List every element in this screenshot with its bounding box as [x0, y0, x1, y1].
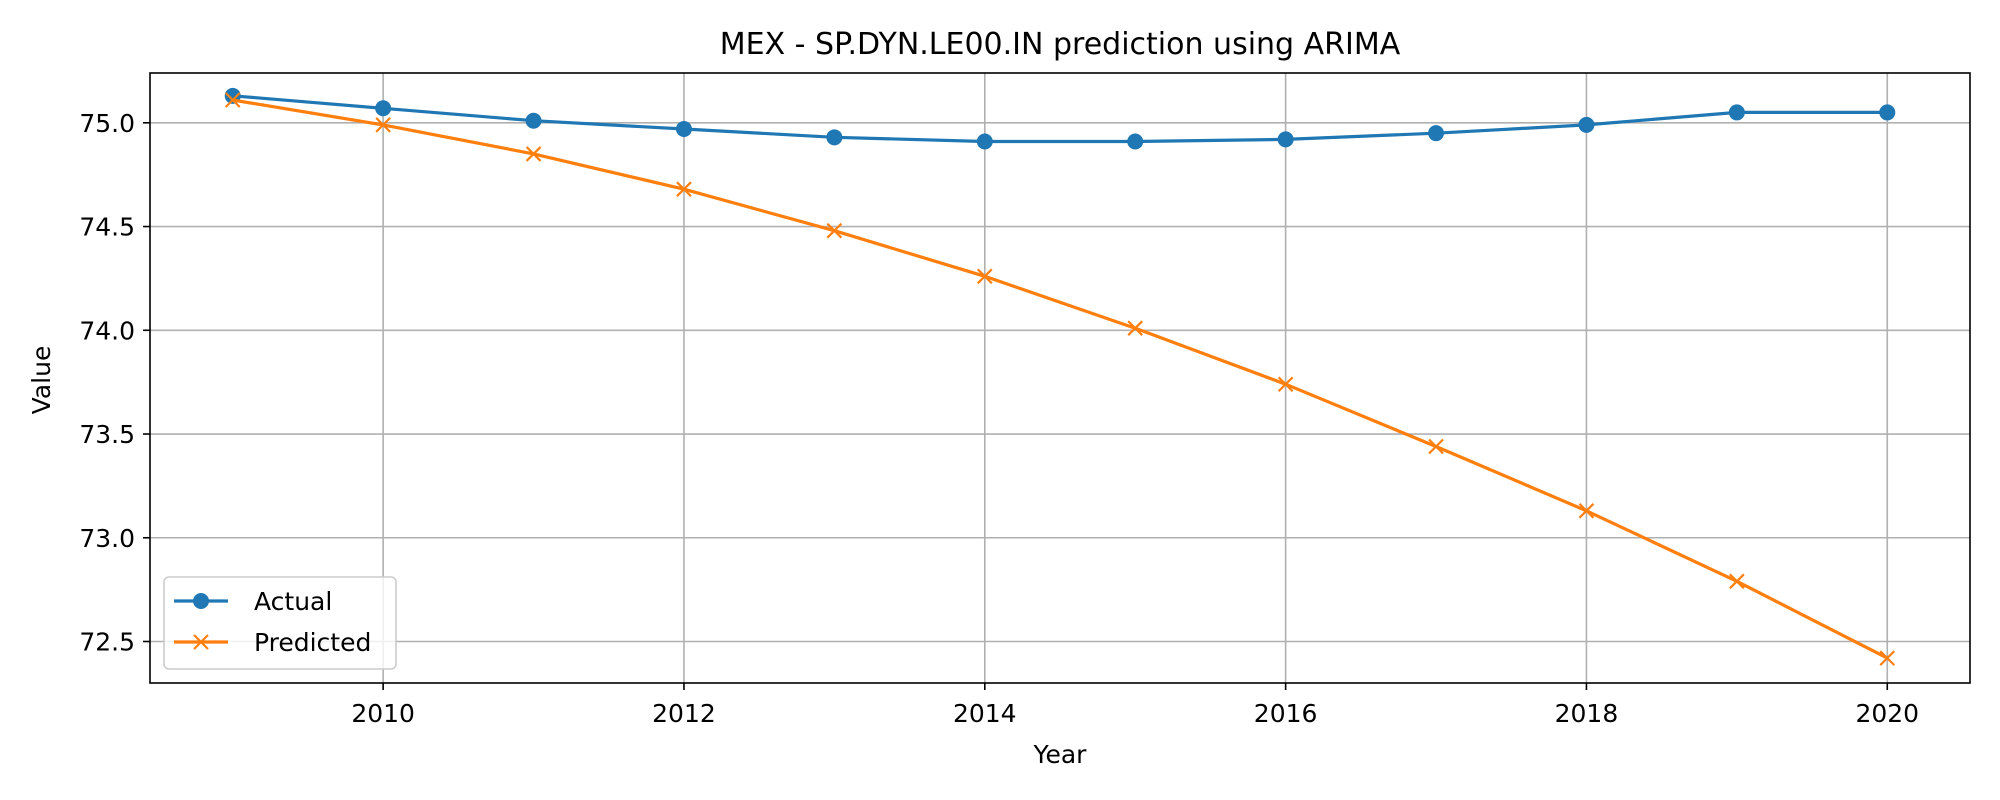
legend-label-actual: Actual [254, 587, 332, 616]
actual-point [826, 129, 843, 146]
actual-point [1578, 116, 1595, 133]
x-axis-label: Year [1033, 740, 1088, 769]
predicted-point [977, 268, 993, 285]
legend-label-predicted: Predicted [254, 628, 371, 657]
series-layer [224, 87, 1896, 666]
actual-point [1277, 131, 1294, 148]
predicted-line [232, 98, 1889, 660]
predicted-point [1729, 573, 1745, 590]
x-tick-label: 2014 [953, 699, 1017, 728]
legend-item-predicted[interactable]: Predicted [174, 628, 371, 657]
x-axis: 2010 2012 2014 2016 2018 2020 [351, 683, 1919, 728]
series-actual [224, 87, 1896, 150]
series-predicted [224, 92, 1896, 666]
actual-point [976, 133, 993, 150]
y-axis-label: Value [27, 346, 56, 415]
legend-item-actual[interactable]: Actual [174, 587, 332, 616]
predicted-point [826, 222, 843, 239]
y-tick-label: 73.5 [79, 420, 135, 449]
y-tick-label: 72.5 [79, 628, 135, 657]
y-tick-label: 75.0 [79, 109, 135, 138]
plot-frame [149, 72, 1971, 684]
predicted-point [1879, 650, 1896, 666]
x-tick-label: 2010 [351, 699, 415, 728]
x-tick-label: 2018 [1555, 699, 1619, 728]
x-tick-label: 2012 [652, 699, 716, 728]
x-tick-label: 2016 [1254, 699, 1318, 728]
predicted-point [375, 117, 391, 133]
y-tick-label: 73.0 [79, 524, 135, 553]
chart-title: MEX - SP.DYN.LE00.IN prediction using AR… [720, 27, 1401, 62]
legend-marker-actual [193, 593, 209, 609]
predicted-point [224, 92, 241, 108]
legend-marker-predicted [193, 634, 209, 650]
actual-point [1127, 133, 1144, 150]
predicted-point [1578, 503, 1595, 519]
actual-point [375, 100, 392, 117]
y-tick-label: 74.0 [79, 316, 135, 345]
predicted-point [525, 146, 542, 162]
y-tick-label: 74.5 [79, 213, 135, 242]
actual-point [675, 121, 692, 138]
actual-point [525, 112, 542, 129]
actual-point [1728, 104, 1745, 121]
predicted-point [1277, 376, 1294, 393]
actual-line [232, 94, 1888, 144]
actual-point [1879, 104, 1896, 121]
legend[interactable]: Actual Predicted [163, 576, 397, 670]
y-axis: 72.5 73.0 73.5 74.0 74.5 75.0 [79, 109, 150, 657]
predicted-point [676, 181, 692, 197]
predicted-point [1127, 320, 1143, 336]
x-tick-label: 2020 [1855, 699, 1919, 728]
grid [150, 73, 1970, 683]
actual-point [1428, 125, 1445, 142]
predicted-point [1428, 438, 1444, 455]
